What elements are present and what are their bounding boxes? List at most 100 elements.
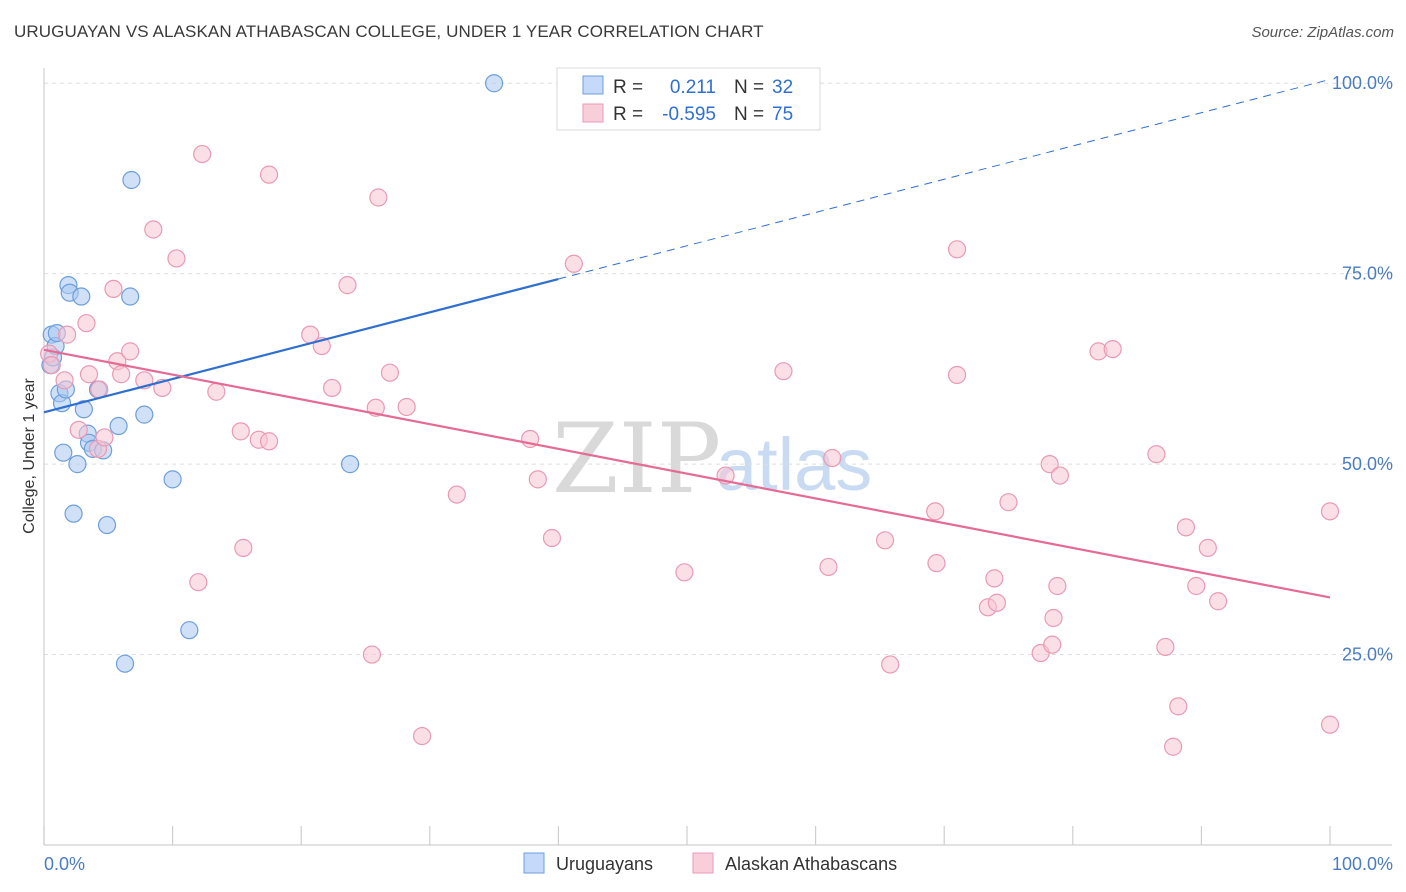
axes — [43, 68, 1392, 846]
point-alaskan-6 — [79, 365, 99, 384]
watermark-zip: ZIP — [552, 403, 721, 515]
x-ticks — [43, 826, 1331, 845]
point-alaskan-71 — [1209, 592, 1228, 611]
point-alaskan-45 — [823, 448, 842, 468]
point-alaskan-28 — [322, 378, 342, 398]
y-tick-label-100: 100.0% — [1332, 73, 1393, 93]
y-tick-label-50: 50.0% — [1342, 454, 1393, 474]
point-alaskan-54 — [987, 593, 1007, 612]
point-alaskan-19 — [193, 144, 212, 164]
y-tick-labels: 25.0% 50.0% 75.0% 100.0% — [1332, 73, 1393, 664]
legend-r-value-1: 0.211 — [670, 77, 716, 98]
point-alaskan-34 — [397, 397, 416, 417]
point-alaskan-5 — [77, 314, 96, 333]
point-alaskan-2 — [55, 371, 74, 390]
point-uruguayans-23 — [122, 170, 141, 190]
point-alaskan-22 — [234, 538, 253, 558]
point-alaskan-10 — [104, 279, 123, 299]
point-uruguayans-7 — [54, 443, 73, 462]
point-alaskan-18 — [189, 573, 208, 592]
point-alaskan-46 — [875, 531, 895, 550]
point-alaskan-24 — [259, 432, 279, 451]
point-alaskan-44 — [819, 557, 838, 577]
point-alaskan-69 — [1187, 576, 1206, 596]
point-alaskan-60 — [1044, 608, 1063, 628]
point-alaskan-32 — [369, 188, 388, 207]
y-axis-label: College, Under 1 year — [21, 378, 38, 534]
point-uruguayans-24 — [121, 287, 140, 306]
point-alaskan-67 — [1169, 697, 1188, 716]
legend-swatch-uruguayans — [582, 75, 604, 95]
point-alaskan-48 — [926, 502, 945, 521]
point-uruguayans-11 — [64, 504, 83, 523]
point-alaskan-58 — [1040, 455, 1059, 474]
point-uruguayans-29 — [485, 74, 504, 93]
point-uruguayans-20 — [97, 515, 117, 535]
series-legend-label-uruguayans: Uruguayans — [556, 854, 653, 874]
point-alaskan-51 — [947, 365, 967, 385]
point-alaskan-47 — [881, 655, 900, 674]
trend-line-alaskan — [43, 348, 1331, 599]
point-uruguayans-25 — [135, 405, 154, 424]
grid — [44, 82, 1392, 656]
point-alaskan-38 — [528, 470, 547, 489]
point-alaskan-41 — [675, 563, 694, 582]
point-uruguayans-14 — [74, 400, 93, 419]
legend-n-label-1: N = — [734, 77, 764, 98]
legend-n-label-2: N = — [734, 104, 764, 125]
point-alaskan-15 — [144, 220, 163, 239]
point-alaskan-66 — [1164, 737, 1183, 756]
point-alaskan-35 — [412, 726, 432, 746]
point-alaskan-20 — [207, 382, 226, 401]
point-alaskan-43 — [774, 362, 793, 381]
x-tick-label-max: 100.0% — [1332, 854, 1393, 874]
point-alaskan-72 — [1320, 715, 1340, 734]
point-alaskan-61 — [1050, 466, 1070, 485]
stats-legend: R = 0.211 N = 32 R = -0.595 N = 75 — [556, 67, 821, 131]
point-alaskan-68 — [1176, 518, 1196, 537]
x-tick-label-min: 0.0% — [44, 854, 85, 874]
point-alaskan-55 — [999, 493, 1018, 512]
legend-r-value-2: -0.595 — [662, 104, 716, 125]
point-alaskan-64 — [1147, 445, 1166, 464]
point-alaskan-30 — [362, 645, 382, 664]
legend-swatch-alaskan — [582, 103, 604, 123]
point-uruguayans-28 — [340, 455, 360, 474]
point-alaskan-33 — [380, 363, 400, 382]
series-legend-label-alaskan: Alaskan Athabascans — [725, 854, 897, 874]
point-alaskan-13 — [121, 342, 140, 361]
point-alaskan-25 — [259, 165, 279, 184]
point-alaskan-57 — [1043, 635, 1062, 654]
point-alaskan-21 — [231, 422, 250, 441]
point-uruguayans-22 — [115, 654, 135, 673]
legend-n-value-2: 75 — [772, 104, 793, 125]
trend-line-uruguayans — [43, 277, 559, 414]
point-uruguayans-27 — [180, 621, 199, 640]
point-alaskan-36 — [447, 485, 466, 504]
point-alaskan-39 — [542, 528, 562, 548]
point-alaskan-40 — [564, 254, 583, 273]
point-alaskan-9 — [95, 428, 114, 447]
point-alaskan-4 — [69, 420, 88, 439]
point-uruguayans-26 — [163, 470, 182, 489]
point-alaskan-29 — [338, 276, 357, 295]
series-uruguayans — [41, 74, 504, 673]
legend-r-label-2: R = — [613, 104, 643, 125]
point-alaskan-59 — [1048, 576, 1067, 596]
y-tick-label-25: 25.0% — [1342, 645, 1393, 665]
source-label: Source: ZipAtlas.com — [1251, 24, 1394, 41]
point-uruguayans-21 — [109, 416, 128, 436]
point-alaskan-50 — [947, 240, 967, 259]
series-legend: Uruguayans Alaskan Athabascans — [523, 852, 897, 874]
point-alaskan-12 — [112, 365, 131, 384]
point-alaskan-49 — [927, 554, 946, 573]
point-alaskan-3 — [58, 325, 77, 344]
point-uruguayans-12 — [68, 455, 87, 474]
point-alaskan-17 — [167, 249, 186, 268]
trend-line-extension-uruguayans — [558, 78, 1331, 280]
series-alaskan-athabascans — [40, 144, 1340, 756]
series-legend-swatch-uruguayans — [523, 852, 545, 874]
y-tick-label-75: 75.0% — [1342, 264, 1393, 284]
point-alaskan-70 — [1198, 538, 1217, 558]
